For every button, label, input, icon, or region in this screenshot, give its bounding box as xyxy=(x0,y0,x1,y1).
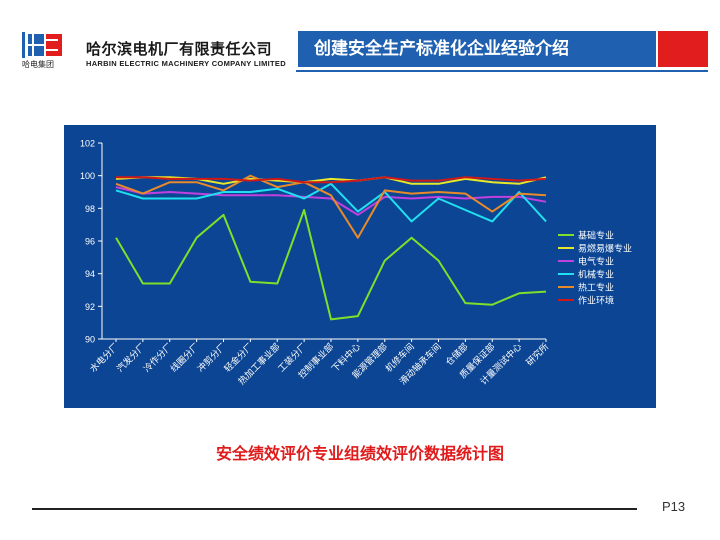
x-tick-label: 冷作分厂 xyxy=(141,341,175,375)
series-line xyxy=(115,209,547,321)
y-tick-label: 90 xyxy=(85,335,95,345)
y-tick-label: 96 xyxy=(85,237,95,247)
legend-label: 作业环境 xyxy=(578,295,614,307)
title-band: 创建安全生产标准化企业经验介绍 xyxy=(298,31,656,67)
chart-axes: 9092949698100102水电分厂汽发分厂冷作分厂线圈分厂冲剪分厂轻金分厂… xyxy=(80,139,551,388)
line-chart: 9092949698100102水电分厂汽发分厂冷作分厂线圈分厂冲剪分厂轻金分厂… xyxy=(80,139,632,388)
company-logo xyxy=(22,30,70,70)
footer-divider xyxy=(32,508,637,510)
accent-block xyxy=(658,31,708,67)
y-tick-label: 100 xyxy=(80,171,95,181)
x-tick-label: 线圈分厂 xyxy=(168,341,202,375)
x-tick-label: 汽发分厂 xyxy=(114,341,148,375)
x-tick-label: 研究所 xyxy=(524,341,552,369)
y-tick-label: 98 xyxy=(85,204,95,214)
x-tick-label: 水电分厂 xyxy=(87,341,121,375)
chart-panel: 90 92 94 96 98 100 102 水电分厂 汽发分厂 冷作分厂 线圈分厂 冲剪分厂 轻金分厂… xyxy=(64,125,656,408)
x-tick-label: 冲剪分厂 xyxy=(195,341,229,375)
company-name-en: HARBIN ELECTRIC MACHINERY COMPANY LIMITE… xyxy=(86,59,286,68)
series-line xyxy=(115,174,547,239)
series-line xyxy=(115,186,547,216)
legend-label: 电气专业 xyxy=(578,256,614,268)
legend-label: 热工专业 xyxy=(578,282,614,294)
x-tick-label: 仓储部 xyxy=(443,341,471,369)
legend-label: 机械专业 xyxy=(578,269,614,281)
y-tick-label: 94 xyxy=(85,269,95,279)
legend-label: 基础专业 xyxy=(578,230,614,242)
y-tick-label: 102 xyxy=(80,139,95,149)
logo-text: 哈电集团 xyxy=(22,60,54,69)
slide-title: 创建安全生产标准化企业经验介绍 xyxy=(314,39,569,59)
company-name-cn: 哈尔滨电机厂有限责任公司 xyxy=(86,40,273,58)
series-line xyxy=(116,176,547,184)
series-lines xyxy=(115,174,547,321)
series-line xyxy=(115,182,547,223)
page-number: P13 xyxy=(662,499,686,514)
chart-caption: 安全绩效评价专业组绩效评价数据统计图 xyxy=(215,444,504,463)
legend-label: 易燃易爆专业 xyxy=(578,243,632,255)
header-divider xyxy=(296,70,708,72)
y-tick-label: 92 xyxy=(85,302,95,312)
